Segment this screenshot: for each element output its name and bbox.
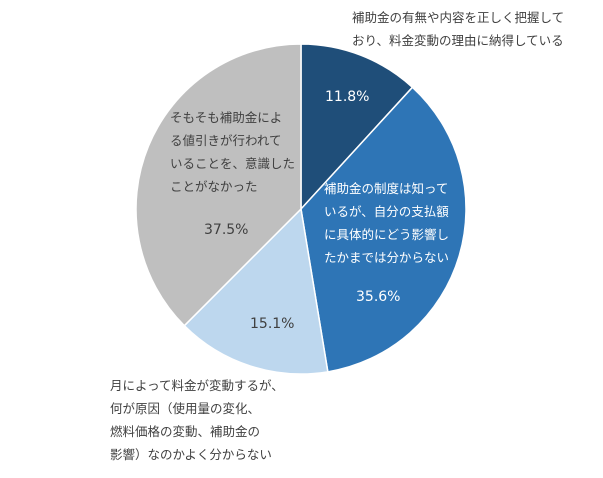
slice-value-0: 11.8% <box>325 89 370 105</box>
slice-label-0: 補助金の有無や内容を正しく把握して おり、料金変動の理由に納得している <box>352 10 565 48</box>
pie-slice-2 <box>183 207 329 375</box>
slice-value-1: 35.6% <box>356 289 401 305</box>
slice-label-1: 補助金の制度は知って いるが、自分の支払額 に具体的にどう影響し たかまでは分か… <box>324 181 450 265</box>
pie-slice-3 <box>135 43 302 327</box>
pie-slice-0 <box>300 43 414 211</box>
slice-value-2: 15.1% <box>250 316 295 332</box>
pie-slice-1 <box>300 86 467 373</box>
slice-label-3: そもそも補助金によ る値引きが行われて いることを、意識した ことがなかった <box>170 110 296 194</box>
slice-label-2: 月によって料金が変動するが、 何が原因（使用量の変化、 燃料価格の変動、補助金の… <box>110 378 284 462</box>
slice-value-3: 37.5% <box>204 222 249 238</box>
